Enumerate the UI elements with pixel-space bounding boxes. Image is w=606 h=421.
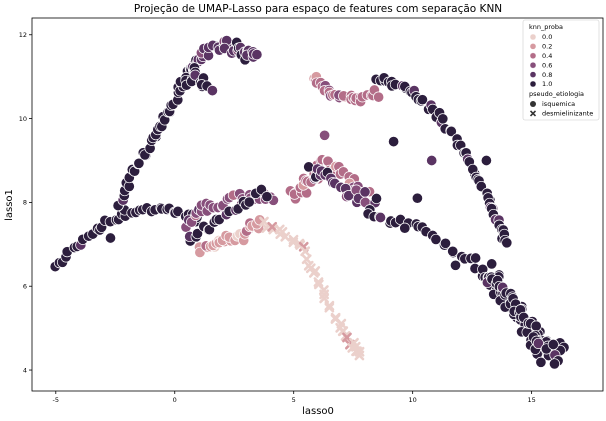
data-point [399, 222, 411, 234]
y-tick-label: 4 [23, 366, 27, 374]
data-point-x [300, 246, 311, 257]
x-tick-label: 10 [409, 396, 417, 404]
data-point [426, 154, 438, 167]
data-point [480, 154, 492, 167]
legend-hue-label: 0.2 [542, 43, 552, 51]
y-tick-label: 10 [19, 115, 27, 123]
data-point [319, 129, 331, 141]
x-tick-label: 15 [527, 396, 535, 404]
legend-hue-label: 1.0 [542, 80, 552, 88]
data-point [501, 237, 513, 249]
legend-hue-swatch [529, 61, 537, 69]
legend-style-swatch-x [529, 110, 537, 117]
data-point [206, 85, 218, 97]
data-point-x [319, 293, 330, 304]
data-point [172, 205, 184, 217]
legend-hue-swatch [529, 52, 537, 59]
data-point-x [324, 302, 335, 313]
data-point [370, 192, 383, 205]
data-point [548, 358, 561, 370]
legend-hue-label: 0.4 [542, 52, 552, 60]
legend-hue-label: 0.0 [542, 33, 552, 41]
data-point-x [308, 267, 319, 278]
data-point-x [267, 221, 278, 232]
legend-hue-swatch [529, 33, 537, 41]
data-point-x [280, 231, 291, 242]
legend-hue-label: 0.8 [542, 71, 552, 79]
data-point-x [277, 226, 288, 237]
data-point [411, 192, 423, 204]
legend-hue-swatch [529, 71, 537, 78]
legend-hue-swatch [529, 43, 537, 50]
data-point-x [338, 326, 349, 337]
data-point-x [354, 350, 365, 361]
data-point [437, 113, 449, 125]
x-tick-label: 0 [173, 396, 177, 404]
legend-hue-title: knn_proba [529, 23, 563, 31]
data-point [104, 232, 117, 244]
legend-style-items: isquemica desmielinizante [529, 100, 593, 118]
legend-style-label: desmielinizante [542, 110, 593, 118]
data-point [416, 94, 428, 106]
data-point [447, 245, 459, 257]
y-tick-label: 8 [23, 199, 27, 207]
legend-hue-label: 0.6 [542, 61, 552, 69]
legend-hue-items: 0.0 0.20.40.6 0.81.0 [529, 33, 552, 88]
data-point [359, 186, 371, 198]
data-point-x [259, 216, 269, 227]
y-axis-label: lasso1 [4, 189, 15, 221]
y-tick-label: 12 [19, 31, 27, 39]
data-point [373, 91, 385, 103]
data-point [133, 157, 145, 169]
data-point [445, 125, 457, 137]
legend-hue-swatch [529, 80, 537, 88]
data-point-x [313, 277, 324, 287]
chart-title: Projeção de UMAP-Lasso para espaço de fe… [134, 3, 502, 15]
legend-style-swatch-circle [530, 101, 536, 107]
y-axis: 4 6 8 10 12 [19, 31, 32, 374]
data-point [243, 196, 255, 208]
data-point [388, 136, 400, 148]
data-point [261, 191, 273, 203]
legend: knn_proba 0.0 0.20.40.6 0.81.0 pseudo_etio… [522, 19, 600, 121]
data-point [449, 259, 462, 271]
data-point [439, 237, 452, 249]
data-point [486, 258, 498, 270]
legend-box [522, 19, 600, 121]
y-tick-label: 6 [23, 283, 27, 291]
data-point [535, 356, 547, 368]
data-point [251, 49, 263, 61]
data-point [470, 252, 482, 264]
data-point [532, 337, 544, 349]
points-layer [49, 35, 570, 370]
x-tick-label: -5 [53, 396, 59, 404]
data-point [374, 211, 387, 224]
data-point [547, 338, 559, 351]
legend-style-label: isquemica [542, 100, 575, 108]
plot-frame [31, 17, 604, 392]
x-axis: -5 0 5 10 15 [53, 391, 536, 404]
legend-style-title: pseudo_etiologia [529, 90, 584, 98]
x-tick-label: 5 [292, 396, 296, 404]
data-point [430, 233, 442, 245]
data-point [530, 320, 542, 332]
x-axis-label: lasso0 [302, 406, 334, 417]
data-point [191, 228, 204, 240]
